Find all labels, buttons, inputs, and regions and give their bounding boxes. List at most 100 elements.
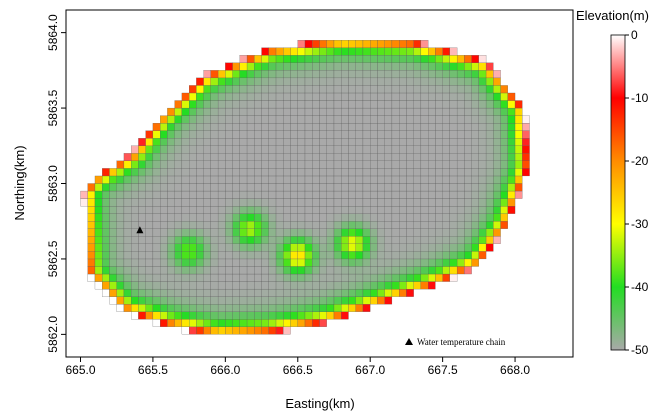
heatmap-cell [167,258,175,267]
heatmap-cell [254,251,262,260]
heatmap-cell [319,40,327,48]
heatmap-cell [471,236,479,244]
heatmap-cell [145,266,154,275]
heatmap-cell [442,138,450,146]
heatmap-cell [283,138,291,146]
heatmap-cell [268,273,277,282]
heatmap-cell [348,47,356,56]
heatmap-cell [290,213,298,222]
heatmap-cell [239,92,248,101]
heatmap-cell [239,236,248,244]
heatmap-cell [203,183,211,192]
heatmap-cell [174,168,183,177]
heatmap-cell [283,251,291,260]
heatmap-cell [478,123,487,131]
heatmap-cell [312,198,320,207]
heatmap-cell [275,153,284,161]
heatmap-cell [290,115,298,124]
heatmap-cell [246,236,255,244]
heatmap-cell [341,213,349,222]
heatmap-cell [167,228,175,237]
heatmap-cell [304,92,313,101]
heatmap-cell [341,55,349,63]
heatmap-cell [232,251,240,260]
heatmap-cell [362,107,371,116]
heatmap-cell [304,221,313,229]
heatmap-cell [471,55,479,63]
heatmap-cell [152,206,161,214]
heatmap-cell [152,175,161,184]
heatmap-cell [420,107,429,116]
heatmap-cell [312,228,320,237]
heatmap-cell [246,273,255,282]
heatmap-cell [261,236,269,244]
heatmap-cell [406,213,414,222]
heatmap-cell [312,40,320,48]
heatmap-cell [507,123,516,131]
heatmap-cell [399,107,407,116]
heatmap-cell [326,138,335,146]
heatmap-cell [181,213,190,222]
heatmap-cell [290,77,298,86]
heatmap-cell [87,251,96,260]
heatmap-cell [239,115,248,124]
heatmap-cell [435,55,443,63]
heatmap-cell [283,311,291,320]
heatmap-cell [217,221,226,229]
heatmap-cell [283,243,291,252]
heatmap-cell [181,92,190,101]
heatmap-cell [261,123,269,131]
heatmap-cell [225,115,233,124]
heatmap-cell [189,145,197,154]
heatmap-cell [493,183,501,192]
heatmap-cell [138,236,146,244]
heatmap-cell [319,243,327,252]
heatmap-cell [442,85,450,94]
heatmap-cell [428,115,436,124]
heatmap-cell [319,168,327,177]
heatmap-cell [377,190,385,199]
heatmap-cell [189,236,197,244]
heatmap-cell [254,130,262,139]
y-tick-label: 5862.0 [46,316,60,353]
heatmap-cell [420,153,429,161]
heatmap-cell [413,266,422,275]
heatmap-cell [232,304,240,312]
heatmap-cell [87,213,96,222]
heatmap-cell [246,304,255,312]
heatmap-cell [268,319,277,327]
heatmap-cell [174,107,183,116]
heatmap-cell [333,107,342,116]
heatmap-cell [449,228,458,237]
heatmap-cell [464,70,472,79]
heatmap-cell [362,160,371,169]
heatmap-cell [341,288,349,297]
heatmap-cell [131,153,139,161]
heatmap-cell [471,206,479,214]
heatmap-cell [297,236,306,244]
heatmap-cell [246,213,255,222]
heatmap-cell [355,85,364,94]
heatmap-cell [413,281,422,290]
heatmap-cell [514,145,523,154]
heatmap-cell [413,258,422,267]
heatmap-cell [435,70,443,79]
heatmap-cell [435,236,443,244]
heatmap-cell [268,288,277,297]
heatmap-cell [290,47,298,56]
heatmap-cell [174,130,183,139]
heatmap-cell [377,198,385,207]
heatmap-cell [391,85,400,94]
heatmap-cell [304,243,313,252]
heatmap-cell [174,190,183,199]
heatmap-cell [102,266,110,275]
heatmap-cell [268,326,277,335]
heatmap-cell [442,266,450,275]
heatmap-cell [102,273,110,282]
heatmap-cell [449,213,458,222]
heatmap-cell [341,228,349,237]
heatmap-cell [384,107,393,116]
heatmap-cell [420,251,429,260]
heatmap-cell [225,319,233,327]
heatmap-cell [102,198,110,207]
